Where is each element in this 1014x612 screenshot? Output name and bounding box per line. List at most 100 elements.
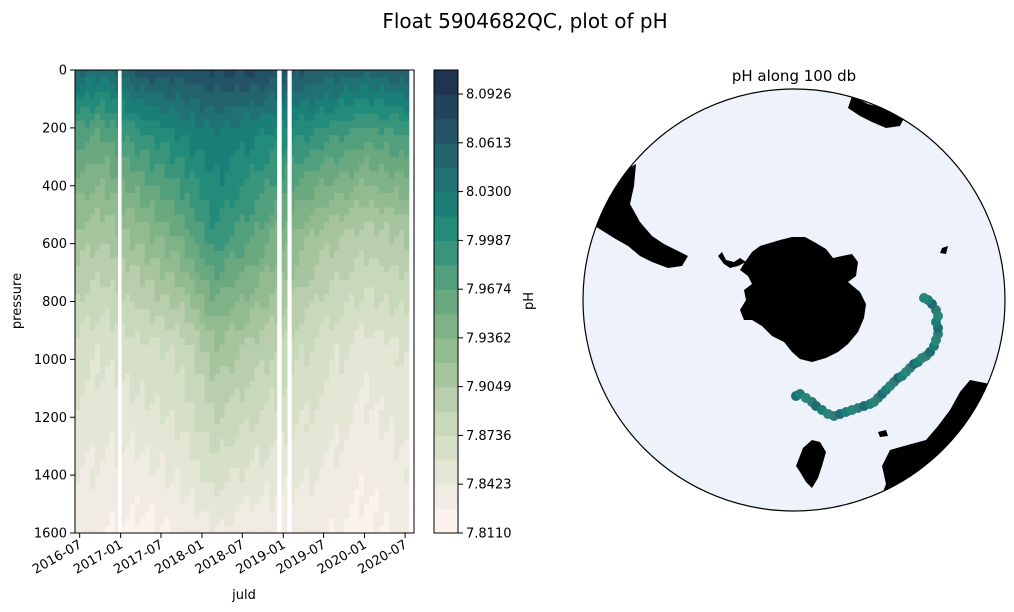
heatmap-cell	[399, 120, 405, 129]
heatmap-cell	[174, 98, 181, 107]
heatmap-cell	[339, 84, 345, 93]
heatmap-cell	[199, 98, 206, 107]
heatmap-cell	[94, 171, 101, 180]
heatmap-cell	[349, 496, 355, 505]
heatmap-cell	[319, 142, 325, 151]
heatmap-cell	[234, 91, 241, 100]
heatmap-cell	[374, 431, 380, 440]
heatmap-cell	[179, 178, 186, 187]
heatmap-cell	[169, 178, 176, 187]
heatmap-cell	[84, 410, 91, 418]
heatmap-cell	[174, 142, 181, 151]
heatmap-cell	[234, 156, 241, 165]
heatmap-cell	[179, 229, 186, 237]
heatmap-cell	[284, 373, 290, 382]
heatmap-cell	[249, 250, 256, 259]
heatmap-cell	[294, 504, 300, 512]
heatmap-cell	[344, 467, 350, 476]
heatmap-cell	[344, 142, 350, 151]
heatmap-cell	[389, 91, 395, 100]
heatmap-cell	[329, 84, 335, 93]
heatmap-cell	[279, 344, 285, 353]
heatmap-cell	[174, 337, 181, 346]
heatmap-cell	[304, 221, 310, 230]
heatmap-cell	[149, 446, 156, 455]
heatmap-cell	[359, 373, 365, 382]
heatmap-cell	[269, 431, 276, 440]
heatmap-cell	[369, 214, 375, 223]
heatmap-cell	[154, 192, 161, 201]
heatmap-cell	[289, 467, 295, 476]
heatmap-cell	[199, 301, 206, 310]
heatmap-cell	[169, 200, 176, 209]
heatmap-cell	[184, 135, 191, 143]
heatmap-cell	[334, 120, 340, 129]
heatmap-cell	[75, 504, 81, 512]
heatmap-cell	[339, 373, 345, 382]
heatmap-cell	[129, 453, 136, 462]
heatmap-cell	[384, 330, 390, 339]
heatmap-cell	[314, 200, 320, 209]
heatmap-cell	[179, 91, 186, 100]
heatmap-cell	[354, 417, 360, 426]
heatmap-cell	[194, 344, 201, 353]
heatmap-cell	[309, 388, 315, 397]
heatmap-cell	[79, 77, 86, 86]
heatmap-cell	[384, 475, 390, 483]
heatmap-cell	[269, 221, 276, 230]
heatmap-cell	[239, 229, 246, 237]
heatmap-cell	[259, 482, 266, 491]
heatmap-cell	[234, 330, 241, 339]
heatmap-cell	[404, 207, 410, 216]
heatmap-cell	[399, 142, 405, 151]
heatmap-cell	[214, 200, 221, 209]
heatmap-cell	[349, 431, 355, 440]
heatmap-cell	[234, 352, 241, 360]
heatmap-cell	[304, 446, 310, 455]
heatmap-cell	[189, 156, 196, 165]
heatmap-cell	[124, 250, 131, 259]
heatmap-cell	[179, 127, 186, 136]
heatmap-cell	[149, 164, 156, 172]
heatmap-cell	[139, 438, 146, 447]
heatmap-cell	[219, 200, 226, 209]
heatmap-cell	[329, 344, 335, 353]
heatmap-cell	[204, 315, 211, 324]
heatmap-cell	[99, 438, 106, 447]
heatmap-cell	[129, 236, 136, 245]
heatmap-cell	[349, 77, 355, 86]
heatmap-cell	[304, 98, 310, 107]
heatmap-cell	[244, 424, 251, 433]
heatmap-cell	[294, 366, 300, 375]
kerguelen	[940, 246, 948, 254]
heatmap-cell	[314, 272, 320, 281]
heatmap-cell	[314, 287, 320, 295]
heatmap-cell	[139, 214, 146, 223]
heatmap-cell	[164, 344, 171, 353]
heatmap-cell	[179, 164, 186, 172]
heatmap-cell	[349, 70, 355, 78]
heatmap-cell	[89, 388, 96, 397]
heatmap-cell	[329, 511, 335, 520]
heatmap-cell	[319, 192, 325, 201]
heatmap-cell	[154, 344, 161, 353]
heatmap-cell	[174, 366, 181, 375]
heatmap-cell	[124, 301, 131, 310]
heatmap-cell	[124, 323, 131, 332]
heatmap-cell	[194, 171, 201, 180]
heatmap-cell	[249, 156, 256, 165]
heatmap-cell	[244, 438, 251, 447]
heatmap-cell	[269, 373, 276, 382]
heatmap-cell	[259, 149, 266, 158]
heatmap-cell	[189, 236, 196, 245]
heatmap-cell	[234, 207, 241, 216]
heatmap-cell	[129, 207, 136, 216]
heatmap-cell	[104, 120, 111, 129]
heatmap-cell	[244, 106, 251, 114]
heatmap-cell	[339, 98, 345, 107]
heatmap-cell	[339, 381, 345, 389]
heatmap-cell	[234, 243, 241, 252]
heatmap-cell	[94, 135, 101, 143]
heatmap-cell	[79, 301, 86, 310]
